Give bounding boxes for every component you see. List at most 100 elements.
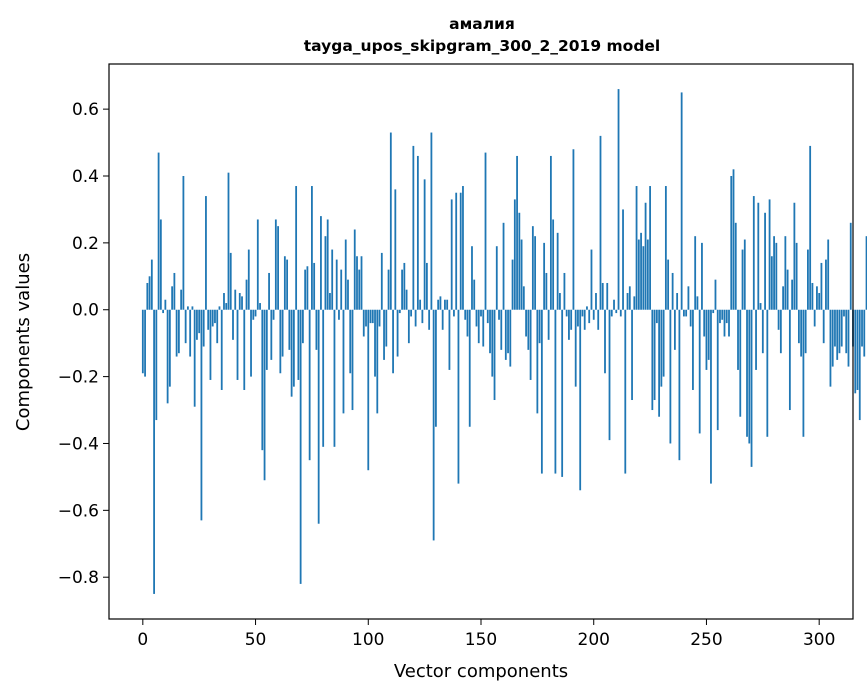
bar-307	[834, 309, 836, 347]
bar-97	[360, 256, 363, 310]
bar-284	[782, 286, 785, 310]
bar-128	[430, 132, 433, 310]
bar-235	[671, 272, 674, 310]
bar-243	[689, 309, 692, 327]
bar-46	[245, 279, 248, 310]
bar-213	[622, 209, 624, 310]
bar-242	[687, 286, 690, 310]
bar-223	[644, 202, 647, 310]
bar-68	[295, 186, 298, 310]
bar-292	[800, 309, 803, 357]
bar-64	[286, 259, 289, 310]
bar-131	[437, 299, 440, 310]
bar-248	[701, 242, 703, 310]
bar-170	[525, 309, 527, 337]
bar-90	[344, 239, 347, 310]
y-tick-label: 0.2	[72, 234, 99, 254]
bar-80	[322, 309, 325, 447]
bar-135	[446, 299, 449, 310]
bar-229	[658, 309, 661, 417]
bar-48	[250, 309, 252, 377]
bar-300	[818, 293, 821, 310]
bar-297	[811, 282, 814, 310]
bar-276	[764, 212, 766, 310]
bar-15	[175, 309, 178, 357]
bar-18	[182, 176, 185, 310]
bar-159	[500, 309, 503, 350]
bar-197	[586, 306, 588, 310]
bar-166	[516, 155, 518, 310]
bar-318	[858, 309, 861, 421]
bar-98	[362, 309, 365, 337]
bar-134	[444, 299, 446, 310]
bar-32	[214, 309, 216, 324]
bar-204	[601, 282, 604, 310]
bar-106	[380, 252, 383, 310]
bar-154	[489, 309, 491, 354]
bar-185	[559, 293, 561, 310]
bar-309	[838, 309, 841, 354]
bar-171	[527, 309, 530, 350]
bar-34	[218, 306, 221, 310]
bar-257	[721, 309, 724, 320]
bar-221	[640, 232, 642, 310]
bar-105	[378, 309, 381, 327]
bar-100	[367, 309, 370, 471]
bar-114	[398, 309, 401, 314]
bar-77	[315, 309, 318, 350]
bar-217	[631, 309, 633, 401]
bar-21	[189, 309, 192, 357]
bar-289	[793, 202, 796, 310]
bar-227	[653, 309, 656, 401]
bar-180	[547, 309, 550, 340]
bar-58	[272, 309, 275, 320]
bar-286	[786, 269, 789, 310]
bar-275	[761, 309, 764, 354]
x-tick-label: 300	[803, 630, 835, 650]
bar-66	[290, 309, 293, 397]
bar-102	[371, 309, 374, 324]
bar-201	[595, 293, 597, 310]
bar-172	[529, 309, 532, 380]
bar-160	[502, 222, 505, 310]
bar-8	[159, 219, 162, 310]
bar-148	[475, 309, 478, 327]
bar-108	[385, 309, 388, 347]
bar-149	[477, 309, 480, 344]
bar-283	[779, 309, 782, 354]
bar-262	[732, 169, 735, 310]
y-tick-label: −0.4	[58, 434, 99, 454]
bar-88	[340, 269, 343, 310]
bar-296	[809, 145, 812, 310]
bar-272	[755, 309, 757, 370]
bar-2	[146, 282, 149, 310]
bar-125	[423, 179, 426, 310]
bar-256	[719, 309, 721, 324]
bar-265	[739, 309, 742, 417]
bar-266	[741, 249, 744, 310]
bar-311	[843, 309, 845, 317]
bar-281	[775, 242, 778, 310]
bar-23	[193, 309, 196, 407]
bar-269	[748, 309, 751, 444]
bar-85	[333, 309, 336, 447]
bar-71	[301, 309, 304, 344]
y-tick-label: 0.6	[72, 100, 99, 120]
bar-83	[329, 293, 331, 310]
bar-49	[252, 309, 255, 320]
bar-320	[863, 309, 866, 357]
bar-95	[356, 256, 358, 310]
bar-122	[416, 155, 419, 310]
bar-120	[412, 145, 415, 310]
bar-174	[534, 236, 537, 310]
bar-124	[421, 309, 424, 324]
bar-25	[198, 309, 201, 334]
bar-92	[349, 309, 352, 374]
bar-316	[854, 309, 857, 394]
bar-38	[227, 172, 230, 310]
bar-112	[394, 189, 397, 310]
bar-219	[635, 186, 638, 310]
bar-47	[247, 249, 250, 310]
bar-116	[403, 262, 406, 310]
